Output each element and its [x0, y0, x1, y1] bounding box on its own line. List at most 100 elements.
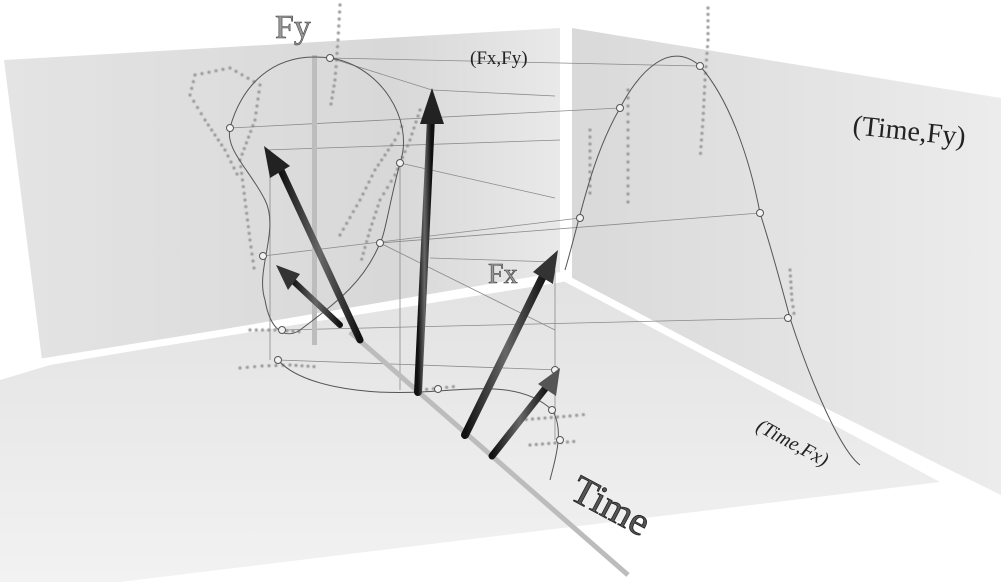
trace-dot — [351, 210, 355, 214]
trace-dot — [701, 111, 705, 115]
trace-dot — [537, 416, 541, 421]
trace-dot — [193, 73, 197, 77]
trace-dot — [226, 154, 230, 158]
trace-dot — [425, 387, 429, 391]
trace-dot — [530, 417, 535, 421]
trace-dot — [312, 365, 316, 369]
trace-dot — [701, 118, 705, 122]
trace-dot — [393, 138, 397, 142]
trace-dot — [383, 153, 387, 157]
trace-dot — [249, 245, 253, 249]
trace-dot — [626, 128, 630, 132]
trace-dot — [335, 51, 339, 55]
trace-dot — [248, 328, 252, 332]
trace-dot — [376, 204, 380, 208]
trace-dot — [700, 131, 704, 135]
trace-dot — [246, 225, 250, 229]
trace-dot — [348, 215, 352, 220]
trace-dot — [705, 45, 710, 49]
trace-dot — [792, 311, 796, 315]
trace-dot — [238, 366, 242, 370]
trace-dot — [221, 67, 225, 71]
trace-dot — [555, 415, 560, 419]
fx-axis-label: Fx — [488, 259, 518, 290]
trace-dot — [260, 328, 265, 332]
trace-dot — [223, 148, 227, 152]
trace-dot — [245, 218, 250, 222]
trace-dot — [788, 274, 793, 278]
trace-dot — [588, 163, 592, 167]
trace-dot — [338, 3, 342, 7]
trace-dot — [368, 228, 372, 232]
trace-dot — [248, 238, 252, 242]
trace-dot — [228, 66, 232, 70]
trace-dot — [333, 78, 337, 82]
trace-dot — [626, 160, 630, 164]
trace-dot — [291, 329, 295, 333]
trace-dot — [588, 128, 592, 132]
trace-dot — [702, 98, 706, 102]
trace-dot — [363, 245, 367, 250]
trace-dot — [789, 286, 793, 290]
panel-label-fx-fy: (Fx,Fy) — [470, 48, 528, 69]
trace-dot — [626, 192, 630, 196]
trace-dot — [255, 104, 259, 108]
trace-dot — [330, 96, 334, 100]
trace-dot — [213, 133, 217, 137]
trace-dot — [246, 76, 250, 80]
trace-dot — [240, 171, 244, 175]
trace-dot — [273, 328, 277, 332]
trace-dot — [445, 385, 449, 389]
trace-dot — [626, 168, 630, 172]
trace-dot — [191, 80, 195, 84]
trace-dot — [575, 413, 579, 417]
trace-dot — [562, 414, 566, 419]
trace-dot — [199, 112, 203, 116]
trace-dot — [260, 364, 264, 368]
trace-dot — [195, 105, 200, 110]
trace-dot — [534, 442, 538, 447]
force-arrow-icon — [276, 265, 343, 328]
trace-dot — [338, 233, 342, 237]
trace-dot — [568, 414, 572, 418]
trace-dot — [333, 71, 338, 75]
trace-dot — [241, 185, 245, 189]
trace-dot — [626, 88, 630, 92]
trace-dot — [376, 163, 380, 167]
trace-dot — [331, 90, 335, 94]
trace-dot — [306, 364, 310, 368]
trace-dot — [332, 84, 336, 88]
trace-dot — [192, 99, 196, 103]
trace-dot — [588, 149, 592, 153]
trace-dot — [588, 135, 592, 139]
trace-dot — [240, 73, 244, 77]
trace-dot — [251, 259, 255, 263]
trace-dot — [386, 148, 390, 152]
trace-dot — [334, 65, 338, 69]
trace-dot — [699, 145, 703, 149]
trace-dot — [374, 210, 378, 214]
trace-dot — [626, 144, 630, 148]
trace-dot — [626, 176, 630, 180]
trace-dot — [245, 365, 249, 369]
trace-dot — [360, 257, 364, 261]
trace-dot — [364, 186, 368, 190]
trace-dot — [361, 192, 365, 196]
trace-dot — [345, 221, 349, 225]
trace-dot — [706, 25, 710, 29]
trace-dot — [239, 165, 243, 169]
trace-dot — [704, 65, 708, 69]
trace-dot — [216, 138, 220, 142]
trace-dot — [418, 108, 422, 112]
trace-dot — [790, 292, 794, 296]
trace-dot — [366, 234, 370, 238]
trace-dot — [234, 69, 238, 73]
trace-dot — [626, 104, 630, 108]
trace-dot — [588, 156, 592, 160]
trace-dot — [250, 252, 254, 256]
trace-dot — [358, 198, 362, 202]
trace-dot — [451, 385, 455, 389]
trace-dot — [791, 305, 795, 309]
trace-dot — [626, 184, 630, 188]
